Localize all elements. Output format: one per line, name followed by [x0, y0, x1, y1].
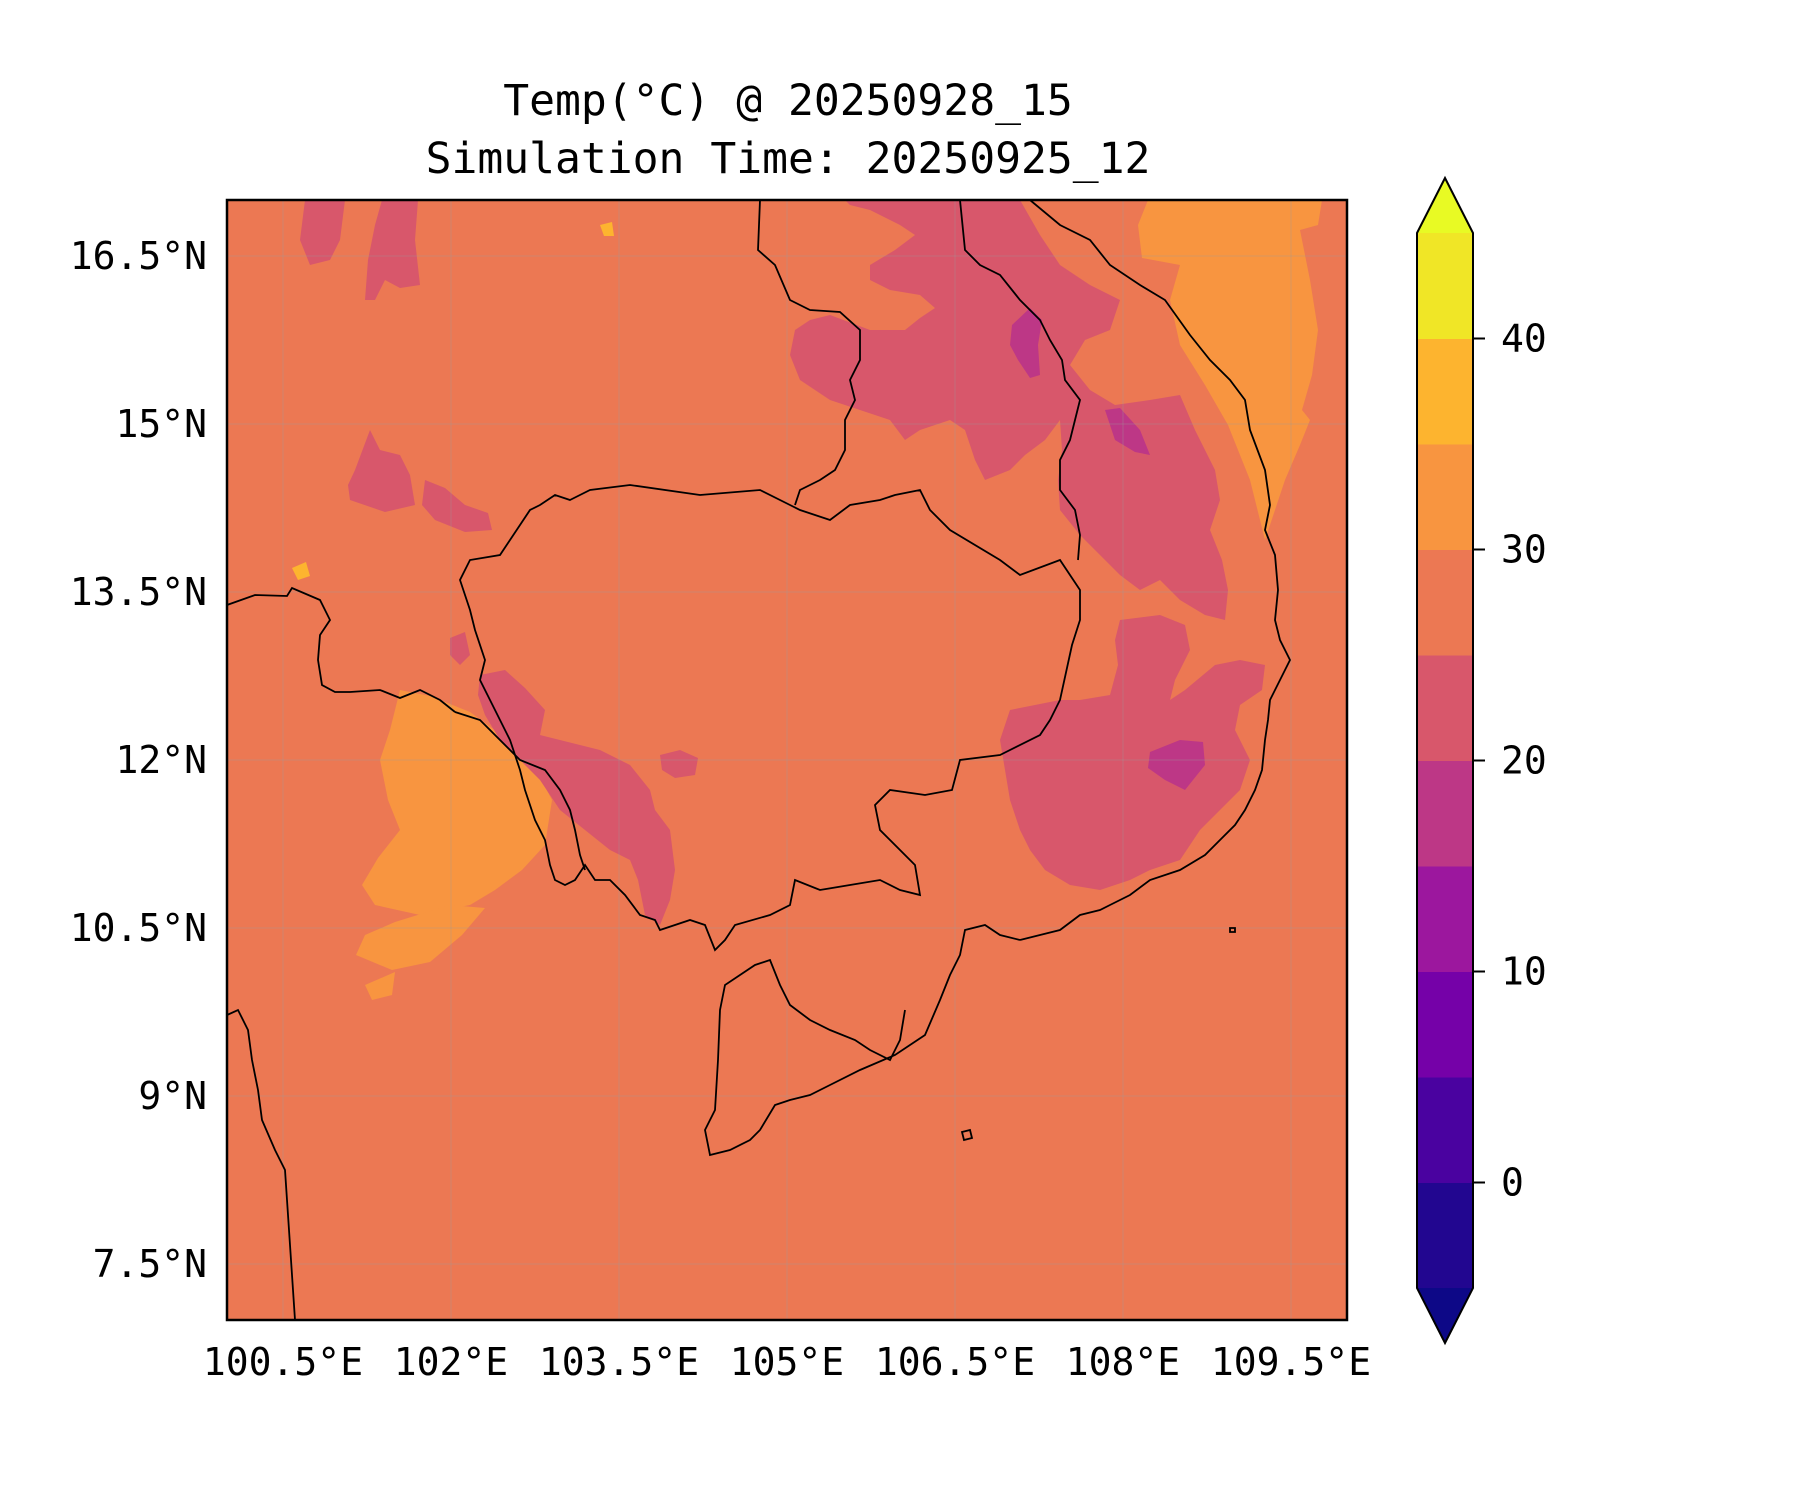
vietnam-island-1: [960, 1128, 974, 1142]
colorbar-outline: [1416, 175, 1474, 1346]
y-axis-ticks: 16.5°N 15°N 13.5°N 12°N 10.5°N 9°N 7.5°N: [70, 234, 207, 1286]
gulf-coast-thailand: [454, 711, 586, 871]
thailand-laos-border: [757, 200, 861, 506]
x-tick-label-0: 100.5°E: [203, 1340, 363, 1384]
x-tick-label-5: 108°E: [1066, 1340, 1180, 1384]
x-tick-label-6: 109.5°E: [1211, 1340, 1371, 1384]
contour-thailand-patch-1: [300, 200, 345, 265]
mekong-delta-coast: [704, 924, 1021, 1157]
title-line-2: Simulation Time: 20250925_12: [426, 134, 1151, 184]
contour-thailand-patch-4: [422, 480, 492, 532]
contour-warm-spot-2: [600, 222, 614, 236]
gridlines: [227, 200, 1347, 1320]
x-tick-label-1: 102°E: [394, 1340, 508, 1384]
vietnam-coast: [1019, 200, 1292, 941]
colorbar-segment-4: [1417, 760, 1473, 867]
x-axis-ticks: 100.5°E 102°E 103.5°E 105°E 106.5°E 108°E 109.…: [203, 1340, 1371, 1384]
contour-regions: [292, 200, 1322, 1000]
colorbar-segment-0: [1417, 1182, 1473, 1289]
contour-gulf-south-patch: [356, 905, 485, 970]
colorbar-segment-3: [1417, 866, 1473, 972]
colorbar-segment-6: [1417, 549, 1473, 656]
cambodia-border: [459, 484, 1081, 952]
contour-laos-highlands: [790, 200, 1228, 620]
colorbar: 0 10 20 30 40: [1416, 175, 1547, 1346]
malay-peninsula-coast: [227, 1008, 296, 1320]
x-tick-label-3: 105°E: [730, 1340, 844, 1384]
coastlines-and-borders: [227, 200, 1292, 1320]
vietnam-island-2: [1229, 927, 1236, 933]
map-frame: [225, 198, 1349, 1322]
x-tick-label-4: 106.5°E: [875, 1340, 1035, 1384]
colorbar-segment-9: [1417, 233, 1473, 339]
contour-laos-small-cold-core: [1105, 408, 1150, 455]
colorbar-segment-7: [1417, 444, 1473, 550]
colorbar-tick-label-2: 20: [1501, 739, 1547, 783]
colorbar-tick-label-0: 0: [1501, 1161, 1524, 1205]
contour-thailand-small: [450, 632, 470, 665]
y-tick-label-2: 13.5°N: [70, 570, 207, 614]
contour-central-highlands: [1000, 615, 1265, 890]
y-tick-label-5: 9°N: [138, 1074, 207, 1118]
colorbar-extend-over: [1417, 178, 1473, 233]
contour-highlands-cold-core: [1148, 740, 1205, 790]
map-panel: [225, 198, 1349, 1322]
contour-thailand-patch-2: [365, 200, 420, 300]
y-tick-label-0: 16.5°N: [70, 234, 207, 278]
y-tick-label-3: 12°N: [115, 738, 207, 782]
contour-thailand-patch-3: [348, 430, 415, 512]
colorbar-segment-5: [1417, 655, 1473, 761]
colorbar-segment-1: [1417, 1077, 1473, 1183]
y-tick-label-6: 7.5°N: [93, 1242, 207, 1286]
colorbar-tick-label-1: 10: [1501, 950, 1547, 994]
colorbar-tick-label-4: 40: [1501, 317, 1547, 361]
contour-gulf-of-thailand: [362, 690, 552, 915]
y-tick-label-4: 10.5°N: [70, 906, 207, 950]
colorbar-extend-under: [1417, 1288, 1473, 1343]
x-tick-label-2: 103.5°E: [539, 1340, 699, 1384]
y-tick-label-1: 15°N: [115, 402, 207, 446]
title-line-1: Temp(°C) @ 20250928_15: [503, 76, 1073, 126]
colorbar-tick-label-3: 30: [1501, 528, 1547, 572]
thailand-myanmar-border: [227, 586, 456, 713]
contour-laos-border-cold-core: [1010, 308, 1042, 378]
contour-south-china-sea: [1138, 200, 1322, 540]
colorbar-segment-8: [1417, 338, 1473, 445]
contour-warm-spot-1: [292, 562, 310, 580]
contour-cambodia-small: [660, 750, 698, 778]
colorbar-segment-2: [1417, 971, 1473, 1078]
contour-cardamom: [478, 670, 675, 925]
laos-vietnam-border: [959, 200, 1081, 561]
contour-gulf-small-patch: [365, 972, 395, 1000]
